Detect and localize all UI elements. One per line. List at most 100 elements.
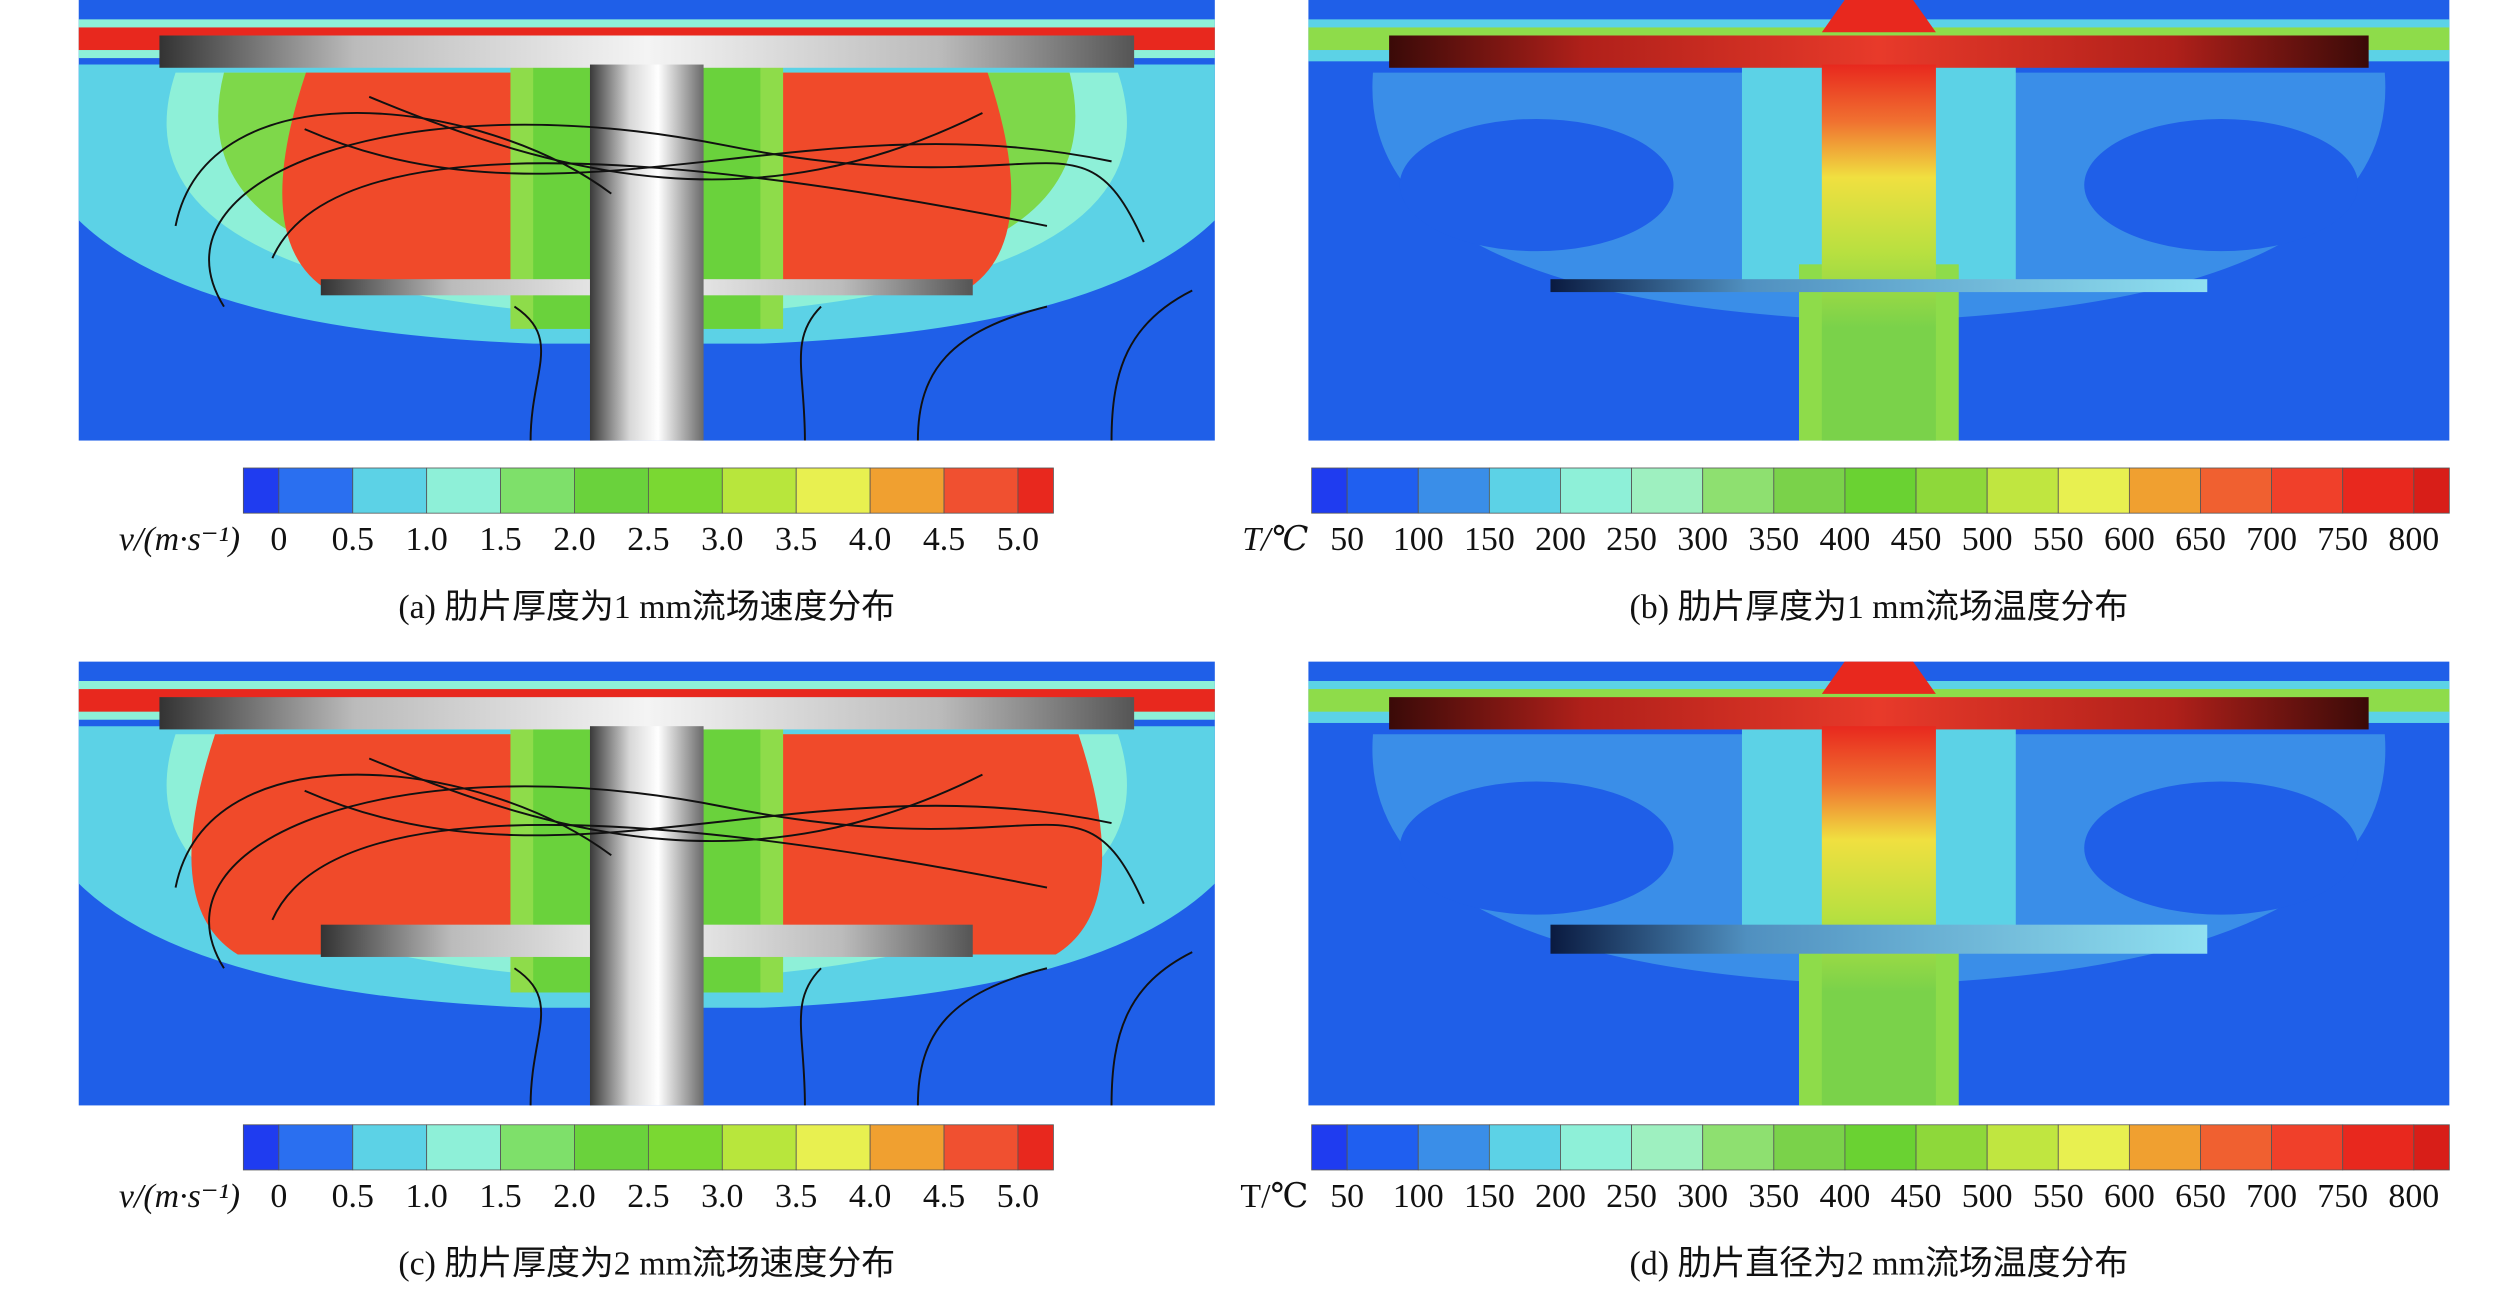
streamline [916,305,1048,441]
streamline [368,95,983,181]
colorbar-segment [1311,467,1348,514]
colorbar-segment [2271,1124,2344,1171]
colorbar-segment [2057,1124,2130,1171]
colorbar-segment [1560,467,1632,514]
colorbar-tick-label: 750 [2317,521,2368,558]
streamline [208,123,1145,308]
colorbar-label: v/(m·s⁻¹) [119,521,240,558]
colorbar-segment [1844,1124,1917,1171]
colorbar-tick-label: 50 [1330,1178,1364,1215]
streamline [208,785,1145,969]
contour-region [2084,118,2359,252]
streamline [1110,289,1193,441]
colorbar-tick-label: 3.5 [775,1178,817,1215]
colorbar-tick-label: 700 [2246,521,2297,558]
streamline [799,967,822,1106]
colorbar-segment [1702,467,1775,514]
colorbar-tick-label: 450 [1891,1178,1942,1215]
colorbar-tick-label: 3.0 [701,1178,743,1215]
colorbar-segment [574,1124,649,1171]
shaft [589,64,704,441]
top-plate [1389,35,2369,68]
bottom-plate [1550,279,2208,293]
colorbar-segment [943,1124,1019,1171]
colorbar-segment [500,1124,575,1171]
colorbar-tick-label: 3.0 [701,521,743,558]
colorbar-tick-label: 550 [2033,1178,2084,1215]
colorbar-tick-label: 150 [1464,1178,1515,1215]
colorbar-tick-label: 1.0 [405,521,447,558]
streamline [799,305,822,441]
colorbar-segment [1311,1124,1348,1171]
contour-region [1399,118,1674,252]
contour-region [1399,781,1674,915]
streamline [271,824,1048,921]
colorbar-tick-label: 500 [1962,521,2013,558]
colorbar-tick-label: 250 [1606,521,1657,558]
colorbar-segment [2342,467,2415,514]
colorbar-tick-label: 5.0 [997,521,1039,558]
colorbar-segment [721,467,797,514]
contour-region [1821,0,1936,33]
colorbar-tick-label: 500 [1962,1178,2013,1215]
colorbar-segment [2342,1124,2415,1171]
colorbar-tick-label: 1.0 [405,1178,447,1215]
bottom-plate [1550,924,2208,954]
colorbar-segment [352,467,428,514]
colorbar-tick-label: 550 [2033,521,2084,558]
streamline [174,773,612,888]
caption: (a) 肋片厚度为1 mm流场速度分布 [398,588,895,626]
top-plate [159,697,1135,730]
colorbar-tick-label: 650 [2175,521,2226,558]
colorbar-tick-label: 450 [1891,521,1942,558]
top-plate [159,35,1135,68]
velocity-contour [78,0,1215,441]
colorbar-segment [2200,1124,2273,1171]
streamline [513,967,543,1106]
colorbar-segment [2413,1124,2450,1171]
colorbar-tick-label: 0 [270,521,287,558]
streamline [1110,951,1193,1106]
colorbar-segment [1915,1124,1988,1171]
colorbar-segment [795,1124,871,1171]
colorbar-segment [647,467,723,514]
colorbar-tick-label: 0.5 [332,1178,374,1215]
colorbar-tick-label: 100 [1393,1178,1444,1215]
colorbar-tick-label: 4.5 [923,1178,965,1215]
colorbar-tick-label: 200 [1535,521,1586,558]
colorbar-segment [1986,1124,2059,1171]
colorbar-tick-label: 600 [2104,1178,2155,1215]
caption: (d) 肋片直径为2 mm流场温度分布 [1630,1245,2129,1283]
colorbar-tick-label: 2.0 [553,521,595,558]
contour-region [1821,661,1936,694]
streamline [304,128,1112,175]
streamline [916,967,1048,1106]
colorbar-segment [1773,1124,1846,1171]
colorbar-tick-label: 150 [1464,521,1515,558]
colorbar-segment [1986,467,2059,514]
colorbar-tick-label: 750 [2317,1178,2368,1215]
colorbar-tick-label: 4.0 [849,1178,891,1215]
caption: (b) 肋片厚度为1 mm流场温度分布 [1630,588,2129,626]
colorbar-segment [1560,1124,1632,1171]
colorbar-segment [1844,467,1917,514]
colorbar-tick-label: 200 [1535,1178,1586,1215]
colorbar-segment [426,467,501,514]
colorbar-segment [574,467,649,514]
colorbar-tick-label: 300 [1677,521,1728,558]
colorbar-tick-label: 0 [270,1178,287,1215]
streamline [271,162,1048,259]
colorbar-tick-label: 3.5 [775,521,817,558]
colorbar-segment [1631,467,1704,514]
colorbar-label: v/(m·s⁻¹) [119,1178,240,1215]
colorbar-tick-label: 650 [2175,1178,2226,1215]
colorbar-segment [500,467,575,514]
colorbar-segment [1488,467,1561,514]
contour-region [2084,781,2359,915]
colorbar-tick-label: 800 [2388,521,2439,558]
shaft [1821,64,1936,441]
colorbar-segment [1346,1124,1419,1171]
colorbar-tick-label: 800 [2388,1178,2439,1215]
